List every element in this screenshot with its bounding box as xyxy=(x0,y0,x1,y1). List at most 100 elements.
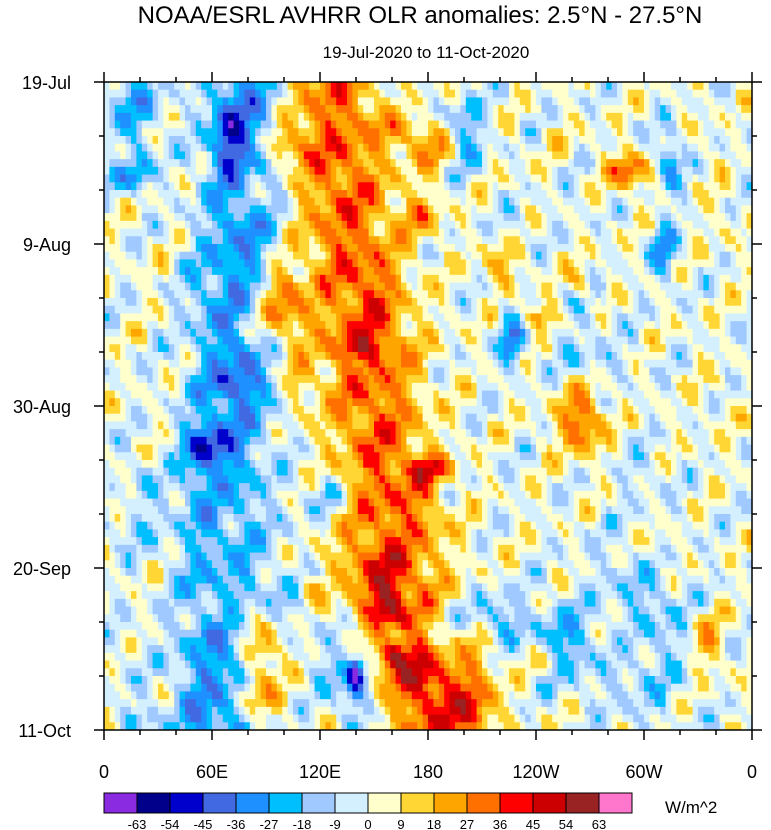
heatmap-cell xyxy=(255,205,262,214)
heatmap-cell xyxy=(444,220,451,230)
heatmap-cell xyxy=(557,97,564,106)
heatmap-cell xyxy=(509,313,515,322)
heatmap-cell xyxy=(444,375,451,384)
heatmap-cell xyxy=(303,97,310,106)
heatmap-cell xyxy=(212,205,218,214)
heatmap-cell xyxy=(417,120,424,129)
heatmap-cell xyxy=(374,282,380,291)
heatmap-cell xyxy=(433,290,440,299)
heatmap-cell xyxy=(644,228,650,237)
heatmap-cell xyxy=(433,282,440,291)
heatmap-cell xyxy=(104,151,110,160)
heatmap-cell xyxy=(509,298,515,307)
heatmap-cell xyxy=(271,89,278,99)
heatmap-cell xyxy=(347,313,353,322)
heatmap-cell xyxy=(611,151,618,160)
heatmap-cell xyxy=(271,105,278,114)
heatmap-cell xyxy=(357,382,364,392)
heatmap-cell xyxy=(660,166,667,176)
heatmap-cell xyxy=(114,128,121,137)
heatmap-cell xyxy=(633,274,640,284)
heatmap-cell xyxy=(514,228,521,237)
heatmap-cell xyxy=(525,328,532,338)
heatmap-cell xyxy=(595,305,602,315)
heatmap-cell xyxy=(125,143,132,153)
heatmap-cell xyxy=(692,359,699,369)
heatmap-cell xyxy=(455,197,461,207)
heatmap-cell xyxy=(217,344,224,353)
heatmap-cell xyxy=(433,382,440,392)
heatmap-cell xyxy=(584,97,591,106)
heatmap-cell xyxy=(179,213,186,222)
heatmap-cell xyxy=(557,352,564,361)
heatmap-cell xyxy=(411,166,418,176)
heatmap-cell xyxy=(125,298,132,307)
heatmap-cell xyxy=(525,159,532,168)
heatmap-cell xyxy=(174,251,181,261)
heatmap-cell xyxy=(579,159,586,168)
heatmap-cell xyxy=(530,174,537,183)
heatmap-cell xyxy=(487,97,494,106)
heatmap-cell xyxy=(125,228,132,237)
heatmap-cell xyxy=(141,174,148,183)
heatmap-cell xyxy=(244,228,251,237)
heatmap-cell xyxy=(476,143,483,153)
heatmap-cell xyxy=(195,120,202,129)
heatmap-cell xyxy=(503,143,510,153)
heatmap-cell xyxy=(201,321,208,330)
heatmap-cell xyxy=(249,236,256,245)
heatmap-cell xyxy=(708,290,715,299)
heatmap-cell xyxy=(492,298,499,307)
heatmap-cell xyxy=(735,290,742,299)
heatmap-cell xyxy=(487,328,494,338)
heatmap-cell xyxy=(309,313,316,322)
heatmap-cell xyxy=(347,197,353,207)
heatmap-cell xyxy=(573,136,580,145)
heatmap-cell xyxy=(719,128,726,137)
heatmap-cell xyxy=(617,382,623,392)
heatmap-cell xyxy=(498,166,505,176)
heatmap-cell xyxy=(530,321,537,330)
heatmap-cell xyxy=(725,228,731,237)
heatmap-cell xyxy=(654,166,661,176)
heatmap-cell xyxy=(460,220,467,230)
heatmap-cell xyxy=(503,398,510,407)
heatmap-cell xyxy=(368,367,375,376)
heatmap-cell xyxy=(152,298,159,307)
heatmap-cell xyxy=(514,328,521,338)
heatmap-cell xyxy=(622,120,629,129)
heatmap-cell xyxy=(476,390,483,399)
heatmap-cell xyxy=(417,313,424,322)
heatmap-cell xyxy=(660,390,667,399)
heatmap-cell xyxy=(541,321,548,330)
heatmap-cell xyxy=(141,105,148,114)
heatmap-cell xyxy=(519,267,526,276)
heatmap-cell xyxy=(109,313,116,322)
heatmap-cell xyxy=(120,382,127,392)
heatmap-cell xyxy=(109,344,116,353)
heatmap-cell xyxy=(563,352,569,361)
heatmap-cell xyxy=(406,344,413,353)
heatmap-cell xyxy=(239,205,245,214)
heatmap-cell xyxy=(579,205,586,214)
heatmap-cell xyxy=(255,367,262,376)
heatmap-cell xyxy=(357,182,364,191)
heatmap-cell xyxy=(611,390,618,399)
heatmap-cell xyxy=(519,220,526,230)
heatmap-cell xyxy=(509,174,515,183)
heatmap-cell xyxy=(233,89,240,99)
heatmap-cell xyxy=(568,112,575,122)
heatmap-cell xyxy=(109,274,116,284)
heatmap-cell xyxy=(557,313,564,322)
heatmap-cell xyxy=(271,151,278,160)
heatmap-cell xyxy=(471,382,478,392)
heatmap-cell xyxy=(568,367,575,376)
heatmap-cell xyxy=(395,282,402,291)
heatmap-cell xyxy=(487,136,494,145)
heatmap-cell xyxy=(185,143,191,153)
heatmap-cell xyxy=(568,267,575,276)
heatmap-cell xyxy=(627,120,634,129)
heatmap-cell xyxy=(579,220,586,230)
heatmap-cell xyxy=(341,82,348,91)
heatmap-cell xyxy=(120,305,127,315)
